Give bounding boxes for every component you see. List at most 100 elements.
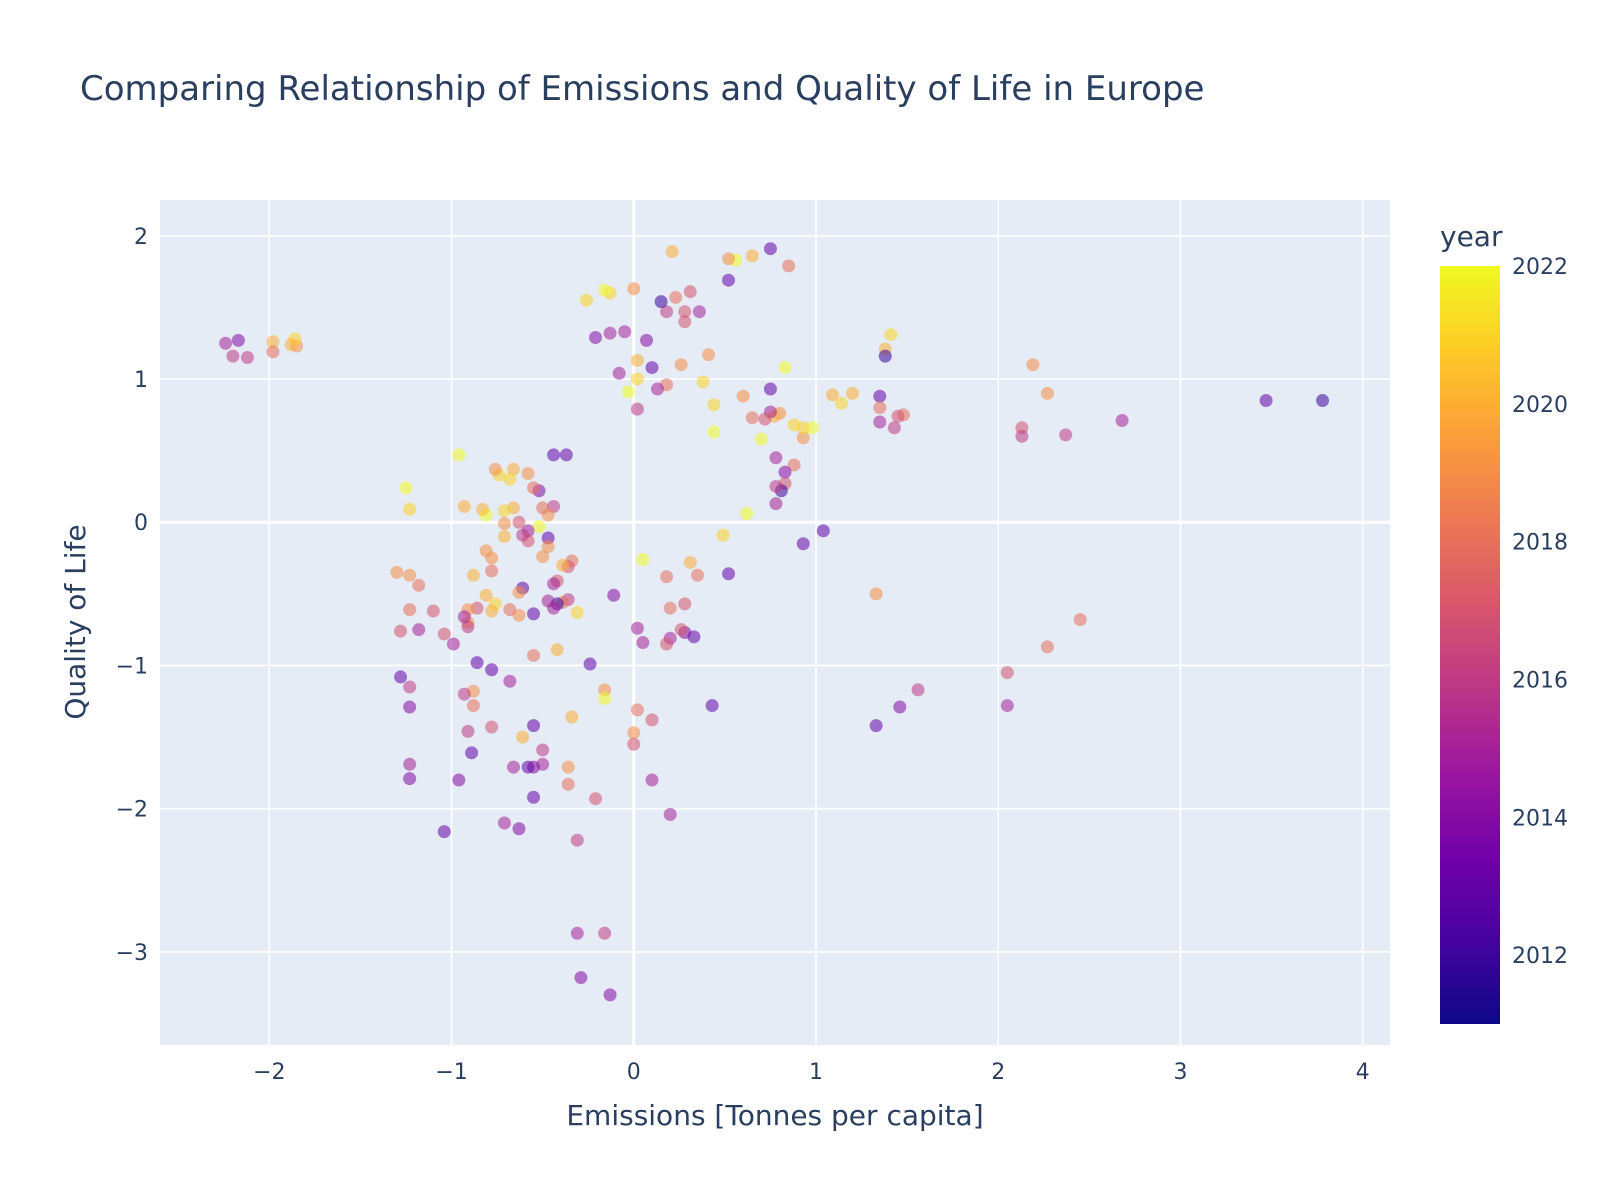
data-point — [754, 432, 768, 446]
data-point — [603, 988, 617, 1002]
data-point — [878, 349, 892, 363]
data-point — [630, 402, 644, 416]
data-point — [873, 389, 887, 403]
data-point — [1015, 429, 1029, 443]
chart-title: Comparing Relationship of Emissions and … — [80, 69, 1204, 109]
data-point — [1040, 640, 1054, 654]
data-point — [446, 637, 460, 651]
data-point — [612, 366, 626, 380]
data-point — [796, 431, 810, 445]
data-point — [426, 604, 440, 618]
data-point — [683, 555, 697, 569]
data-point — [722, 567, 736, 581]
data-point — [476, 502, 490, 516]
data-point — [465, 746, 479, 760]
colorbar-tick-label: 2020 — [1512, 393, 1568, 418]
data-point — [457, 687, 471, 701]
data-point — [674, 623, 688, 637]
data-point — [696, 375, 710, 389]
data-point — [627, 726, 641, 740]
data-point — [627, 737, 641, 751]
data-point — [570, 833, 584, 847]
colorbar-tick-label: 2012 — [1512, 944, 1568, 969]
data-point — [869, 719, 883, 733]
data-point — [437, 627, 451, 641]
plot-area — [160, 200, 1390, 1045]
data-point — [893, 700, 907, 714]
data-point — [479, 588, 493, 602]
data-point — [1000, 699, 1014, 713]
data-point — [470, 656, 484, 670]
data-point — [796, 537, 810, 551]
data-point — [466, 568, 480, 582]
data-point — [645, 773, 659, 787]
data-point — [722, 273, 736, 287]
gridlines — [160, 200, 1390, 1045]
data-point — [603, 326, 617, 340]
data-point — [541, 540, 555, 554]
data-point — [778, 361, 792, 375]
data-point — [403, 568, 417, 582]
y-tick-label: −3 — [116, 941, 148, 966]
data-point — [873, 415, 887, 429]
data-point — [503, 674, 517, 688]
data-point — [665, 245, 679, 259]
data-point — [541, 594, 555, 608]
data-point — [707, 425, 721, 439]
data-point — [394, 624, 408, 638]
data-point — [412, 578, 426, 592]
data-point — [660, 637, 674, 651]
data-point — [532, 520, 546, 534]
data-point — [1073, 613, 1087, 627]
data-point — [589, 330, 603, 344]
y-axis-title: Quality of Life — [59, 524, 92, 719]
data-point — [512, 515, 526, 529]
data-point — [412, 623, 426, 637]
colorbar-tick-label: 2022 — [1512, 255, 1568, 280]
data-point — [240, 351, 254, 365]
y-tick-label: 0 — [134, 511, 148, 536]
data-point — [565, 710, 579, 724]
data-point — [621, 385, 635, 399]
data-point — [507, 462, 521, 476]
data-point — [399, 481, 413, 495]
data-point — [835, 396, 849, 410]
data-point — [521, 760, 535, 774]
data-point — [403, 772, 417, 786]
data-point — [466, 699, 480, 713]
data-point — [570, 926, 584, 940]
x-tick-label: 4 — [1356, 1060, 1370, 1085]
data-point — [678, 305, 692, 319]
data-point — [758, 412, 772, 426]
data-point — [226, 349, 240, 363]
data-point — [390, 565, 404, 579]
data-point — [536, 743, 550, 757]
data-point — [403, 502, 417, 516]
data-point — [722, 252, 736, 266]
data-point — [547, 577, 561, 591]
data-point — [816, 524, 830, 538]
data-point — [769, 479, 783, 493]
data-point — [873, 401, 887, 415]
colorbar-gradient — [1440, 266, 1500, 1024]
data-point — [787, 458, 801, 472]
x-tick-label: 2 — [991, 1060, 1005, 1085]
data-point — [485, 663, 499, 677]
data-point — [403, 680, 417, 694]
data-point — [457, 499, 471, 513]
data-point — [583, 657, 597, 671]
data-point — [705, 699, 719, 713]
data-point — [547, 448, 561, 462]
data-point — [559, 448, 573, 462]
data-point — [284, 338, 298, 352]
data-point — [769, 451, 783, 465]
data-point — [521, 467, 535, 481]
data-point — [805, 421, 819, 435]
data-point — [630, 703, 644, 717]
data-point — [782, 259, 796, 273]
data-point — [630, 372, 644, 386]
data-point — [630, 353, 644, 367]
data-point — [763, 242, 777, 256]
data-point — [1000, 666, 1014, 680]
data-point — [598, 691, 612, 705]
